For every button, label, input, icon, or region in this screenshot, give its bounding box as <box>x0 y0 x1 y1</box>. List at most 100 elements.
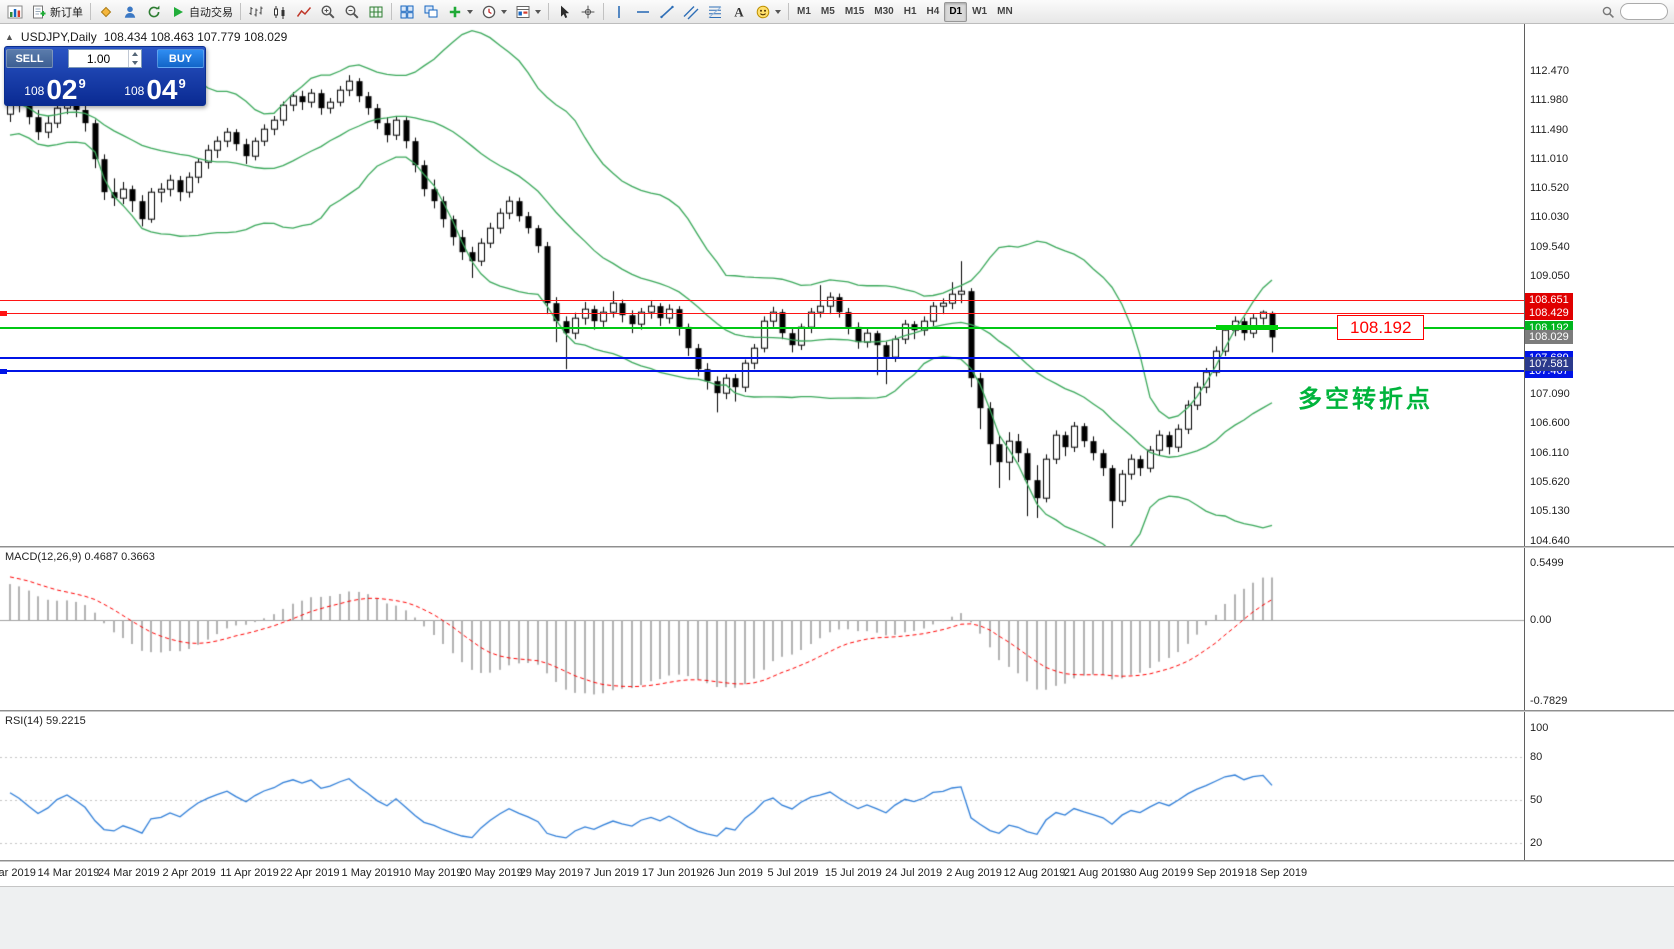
autotrading-button[interactable]: 自动交易 <box>166 2 237 22</box>
community-icon[interactable] <box>118 2 142 22</box>
toolbar-button-group: 新订单 自动交易 A M1 M5 M15 M30 H1 H4 D1 W1 MN <box>3 0 1018 23</box>
app-icon <box>7 4 23 20</box>
line-chart-icon[interactable] <box>292 2 316 22</box>
toolbar-separator <box>240 3 241 20</box>
axis-label: 105.130 <box>1530 505 1570 518</box>
bar-chart-icon[interactable] <box>244 2 268 22</box>
cascade-windows-icon[interactable] <box>419 2 443 22</box>
zoom-out-icon[interactable] <box>340 2 364 22</box>
tile-windows-icon <box>399 4 415 20</box>
periods-icon[interactable] <box>477 2 511 22</box>
support-highlight-segment[interactable] <box>1216 325 1278 331</box>
level-line-108.192[interactable] <box>0 326 1524 329</box>
timeframe-h1-button[interactable]: H1 <box>899 2 922 22</box>
trade-panel-toggle-icon[interactable]: ▲ <box>5 32 14 42</box>
fibonacci-icon[interactable] <box>703 2 727 22</box>
rsi-canvas[interactable] <box>0 712 1524 860</box>
volume-input[interactable] <box>69 50 128 67</box>
price-annotation-box[interactable]: 108.192 <box>1337 314 1425 340</box>
horizontal-line-icon[interactable] <box>631 2 655 22</box>
axis-label: 112.470 <box>1530 64 1569 77</box>
ask-pip-digit: 9 <box>178 76 186 91</box>
axis-label: 105.620 <box>1530 475 1570 488</box>
line-handle[interactable] <box>0 368 7 374</box>
panel-splitter[interactable] <box>0 860 1674 862</box>
candlestick-chart-icon[interactable] <box>268 2 292 22</box>
zoom-out-icon <box>344 4 360 20</box>
timeframe-m30-button[interactable]: M30 <box>869 2 898 22</box>
timeframe-m5-button[interactable]: M5 <box>816 2 840 22</box>
panel-splitter[interactable] <box>0 710 1674 712</box>
zoom-in-icon[interactable] <box>316 2 340 22</box>
price-tag: 108.429 <box>1525 306 1573 321</box>
app-icon[interactable] <box>3 2 27 22</box>
macd-panel: MACD(12,26,9) 0.4687 0.3663 <box>0 548 1524 710</box>
price-tag: 107.581 <box>1525 357 1573 372</box>
axis-label: -0.7829 <box>1530 695 1568 707</box>
search-input[interactable] <box>1627 4 1661 19</box>
channel-icon <box>683 4 699 20</box>
text-icon: A <box>731 4 747 20</box>
timeframe-d1-button[interactable]: D1 <box>944 1 968 22</box>
trendline-icon <box>659 4 675 20</box>
volume-down-icon[interactable] <box>129 59 141 68</box>
volume-up-icon[interactable] <box>129 50 141 59</box>
date-label: 21 Aug 2019 <box>1063 867 1126 879</box>
level-line-108.651[interactable] <box>0 299 1524 301</box>
date-label: 17 Jun 2019 <box>641 867 703 879</box>
templates-icon[interactable] <box>511 2 545 22</box>
tile-windows-icon[interactable] <box>395 2 419 22</box>
macd-canvas[interactable] <box>0 548 1524 710</box>
new-order-button[interactable]: 新订单 <box>27 2 87 22</box>
axis-label: 110.030 <box>1530 211 1569 224</box>
refresh-icon[interactable] <box>142 2 166 22</box>
panel-splitter[interactable] <box>0 546 1674 548</box>
text-icon[interactable]: A <box>727 2 751 22</box>
ask-big-digits: 04 <box>146 74 178 106</box>
level-line-108.429[interactable] <box>0 312 1524 314</box>
turning-point-label[interactable]: 多空转折点 <box>1298 385 1433 413</box>
grid-icon[interactable] <box>364 2 388 22</box>
axis-label: 0.5499 <box>1530 557 1564 570</box>
timeframe-m1-button[interactable]: M1 <box>792 2 816 22</box>
timeframe-h4-button[interactable]: H4 <box>922 2 945 22</box>
rsi-label: RSI(14) 59.2215 <box>5 715 86 727</box>
rsi-panel: RSI(14) 59.2215 <box>0 712 1524 860</box>
crosshair-icon[interactable] <box>576 2 600 22</box>
date-label: 22 Apr 2019 <box>280 867 340 879</box>
timeframe-w1-button[interactable]: W1 <box>967 2 992 22</box>
price-chart-panel: ▲ USDJPY,Daily 108.434 108.463 107.779 1… <box>0 24 1524 546</box>
date-label: 5 Mar 2019 <box>0 867 36 879</box>
date-label: 1 May 2019 <box>341 867 400 879</box>
vertical-line-icon <box>611 4 627 20</box>
vertical-line-icon[interactable] <box>607 2 631 22</box>
line-handle[interactable] <box>0 310 7 316</box>
market-icon[interactable] <box>94 2 118 22</box>
price-chart-canvas[interactable] <box>0 24 1524 546</box>
ask-price[interactable]: 108 04 9 <box>105 69 205 105</box>
arrows-icon[interactable] <box>751 2 785 22</box>
volume-spinner <box>128 50 141 67</box>
macd-label: MACD(12,26,9) 0.4687 0.3663 <box>5 551 155 563</box>
search-icon[interactable] <box>1600 4 1616 20</box>
indicators-icon[interactable] <box>443 2 477 22</box>
trendline-icon[interactable] <box>655 2 679 22</box>
cursor-icon[interactable] <box>552 2 576 22</box>
timeframe-m15-button[interactable]: M15 <box>840 2 869 22</box>
sell-button[interactable]: SELL <box>6 49 53 68</box>
dropdown-caret-icon <box>775 9 781 14</box>
cursor-icon <box>556 4 572 20</box>
price-axis[interactable]: 112.470 111.980 111.490 111.010 110.520 110.0… <box>1524 24 1674 862</box>
bar-chart-icon <box>248 4 264 20</box>
date-label: 18 Sep 2019 <box>1244 867 1308 879</box>
channel-icon[interactable] <box>679 2 703 22</box>
bid-price[interactable]: 108 02 9 <box>5 69 105 105</box>
date-label: 12 Aug 2019 <box>1003 867 1066 879</box>
level-line-107.467[interactable] <box>0 370 1524 373</box>
timeframe-mn-button[interactable]: MN <box>992 2 1018 22</box>
search-box[interactable] <box>1620 3 1668 20</box>
level-line-107.689[interactable] <box>0 356 1524 359</box>
buy-button[interactable]: BUY <box>157 49 204 68</box>
